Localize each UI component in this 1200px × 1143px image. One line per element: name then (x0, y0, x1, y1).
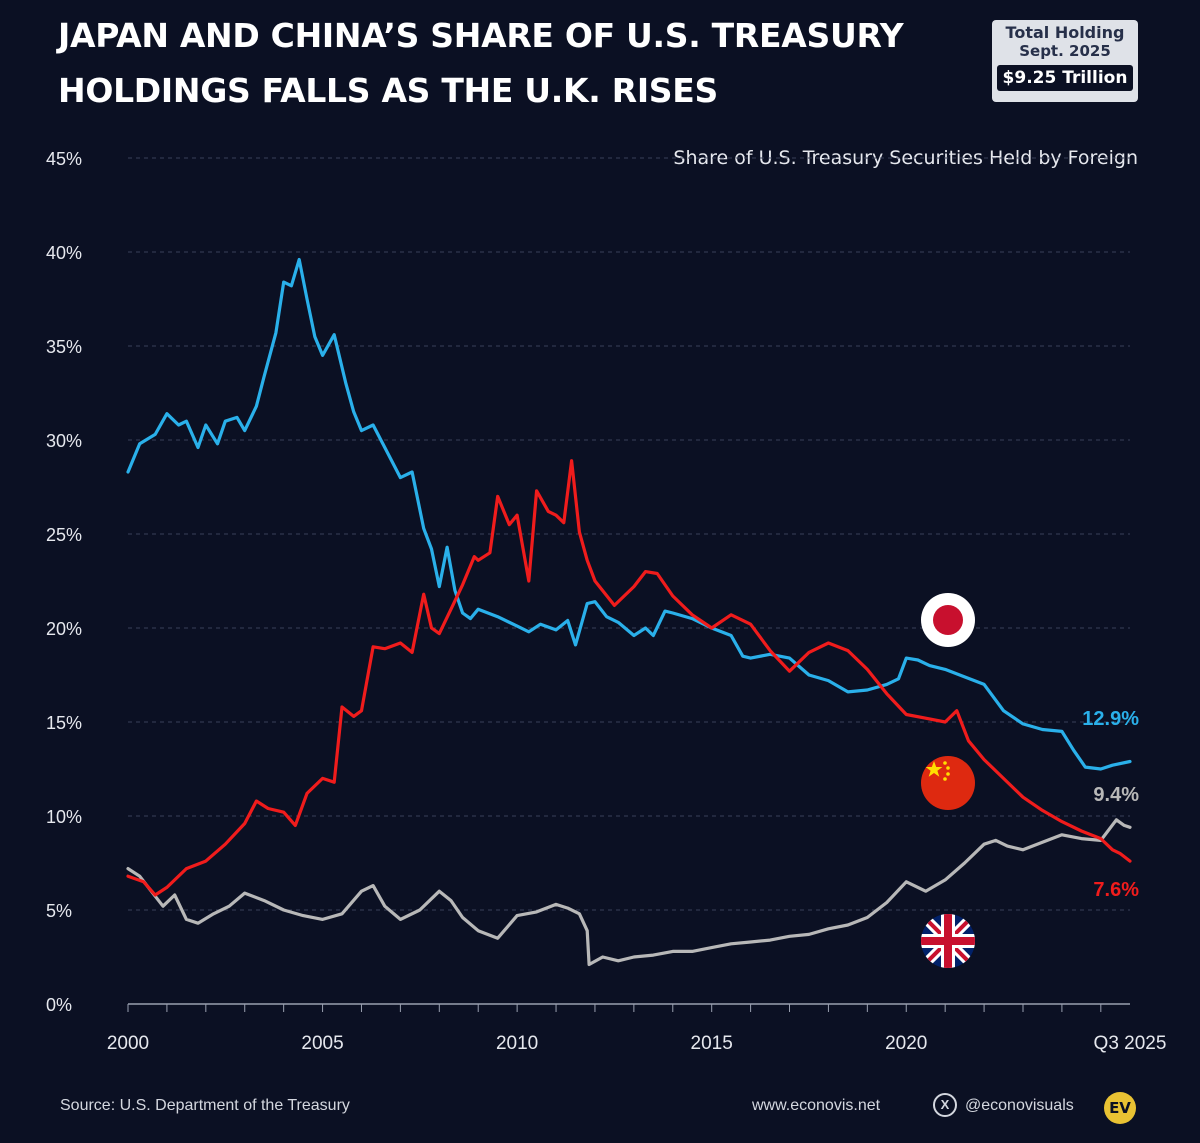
source-note: Source: U.S. Department of the Treasury (60, 1097, 350, 1114)
end-labels: 12.9% 7.6% 9.4% (1082, 708, 1139, 901)
japan-flag-icon (921, 593, 975, 647)
badge-label: Total Holding (1005, 23, 1125, 42)
badge-value: $9.25 Trillion (997, 65, 1133, 91)
uk-flag-icon (921, 914, 975, 968)
x-axis: 2000 2005 2010 2015 2020 Q3 2025 (107, 1003, 1167, 1054)
grid-lines (128, 157, 1130, 911)
y-axis: 0% 5% 10% 15% 20% 25% 30% 35% 40% 45% (46, 149, 82, 1015)
china-end-label: 7.6% (1093, 879, 1139, 901)
x-tick-label: 2010 (496, 1033, 538, 1054)
japan-series-line (126, 257, 1132, 771)
china-series-line (126, 459, 1132, 897)
y-tick-label: 25% (46, 525, 82, 545)
x-tick-label: 2020 (885, 1033, 927, 1054)
uk-end-label: 9.4% (1093, 784, 1139, 806)
y-tick-label: 5% (46, 901, 72, 921)
x-tick-label: 2005 (301, 1033, 343, 1054)
title-line-1: JAPAN AND CHINA’S SHARE OF U.S. TREASURY (58, 16, 904, 55)
badge-date: Sept. 2025 (1019, 42, 1111, 60)
y-tick-label: 10% (46, 807, 82, 827)
series-lines (126, 257, 1132, 967)
econovis-logo: EV (1104, 1092, 1136, 1124)
x-tick-label: Q3 2025 (1094, 1033, 1167, 1054)
x-logo-icon: X (933, 1093, 957, 1117)
y-tick-label: 15% (46, 713, 82, 733)
chart-title: JAPAN AND CHINA’S SHARE OF U.S. TREASURY… (58, 8, 918, 118)
y-tick-label: 45% (46, 149, 82, 169)
y-tick-label: 30% (46, 431, 82, 451)
y-tick-label: 40% (46, 243, 82, 263)
china-flag-icon (921, 756, 975, 810)
title-line-2: HOLDINGS FALLS AS THE U.K. RISES (58, 71, 718, 110)
total-holding-badge: Total Holding Sept. 2025 $9.25 Trillion (992, 20, 1138, 102)
y-tick-label: 35% (46, 337, 82, 357)
japan-end-label: 12.9% (1082, 708, 1139, 730)
y-tick-label: 0% (46, 995, 72, 1015)
x-tick-label: 2000 (107, 1033, 149, 1054)
website-link[interactable]: www.econovis.net (752, 1097, 881, 1114)
social-handle[interactable]: @econovisuals (965, 1097, 1074, 1114)
uk-series-line (126, 818, 1132, 967)
y-tick-label: 20% (46, 619, 82, 639)
x-tick-label: 2015 (691, 1033, 733, 1054)
